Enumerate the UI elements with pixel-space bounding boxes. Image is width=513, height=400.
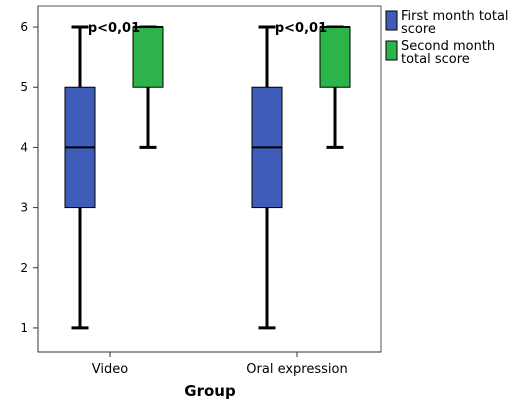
box-0-1: [251, 25, 283, 330]
y-tick-label: 2: [20, 261, 28, 275]
annotations: p<0,01 p<0,01: [88, 21, 327, 36]
legend-swatch: [385, 10, 398, 31]
box-1-1: [319, 25, 351, 149]
box-1-0: [132, 25, 164, 149]
p-value-annotation: p<0,01: [275, 21, 327, 36]
legend-label: score: [401, 22, 436, 37]
x-axis-title: Group: [184, 382, 236, 400]
x-axis-ticks: Video Oral expression: [92, 352, 348, 377]
box-body: [132, 26, 164, 88]
y-tick-label: 1: [20, 321, 28, 335]
legend-label: Second month: [401, 39, 495, 54]
y-tick-label: 4: [20, 140, 28, 154]
legend-swatch: [385, 40, 398, 61]
y-tick-label: 3: [20, 201, 28, 215]
box-0-0: [64, 25, 96, 330]
box-body: [319, 26, 351, 88]
y-tick-label: 6: [20, 20, 28, 34]
p-value-annotation: p<0,01: [88, 21, 140, 36]
legend-label: total score: [401, 52, 470, 67]
x-tick-label: Oral expression: [246, 362, 347, 377]
y-axis-ticks: 1 2 3 4 5 6: [20, 20, 38, 335]
box-series: [64, 25, 351, 330]
y-tick-label: 5: [20, 80, 28, 94]
x-tick-label: Video: [92, 362, 128, 377]
legend-label: First month total: [401, 9, 509, 24]
